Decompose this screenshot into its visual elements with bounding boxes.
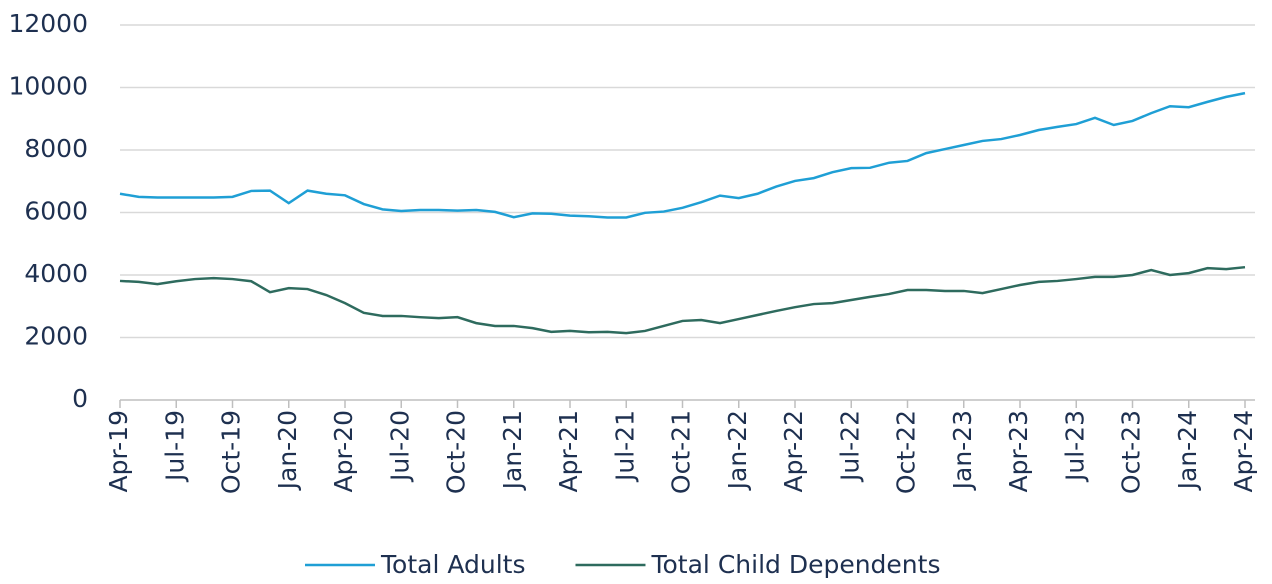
x-tick-label: Oct-20 bbox=[442, 410, 471, 494]
x-tick-label: Jan-24 bbox=[1173, 410, 1202, 491]
x-tick-label: Oct-21 bbox=[667, 410, 696, 494]
y-tick-label: 6000 bbox=[24, 197, 88, 226]
x-tick-label: Apr-22 bbox=[779, 410, 808, 492]
series-line bbox=[119, 91, 1246, 219]
x-tick-label: Oct-22 bbox=[892, 410, 921, 494]
x-tick-label: Oct-19 bbox=[217, 410, 246, 494]
x-tick-label: Jan-23 bbox=[948, 410, 977, 491]
y-tick-label: 2000 bbox=[24, 322, 88, 351]
legend-label: Total Adults bbox=[380, 550, 525, 579]
y-tick-label: 0 bbox=[72, 384, 88, 413]
x-tick-label: Jul-22 bbox=[835, 410, 864, 483]
x-tick-label: Apr-23 bbox=[1004, 410, 1033, 492]
x-tick-label: Oct-23 bbox=[1117, 410, 1146, 494]
x-tick-label: Jan-21 bbox=[498, 410, 527, 491]
x-tick-label: Apr-21 bbox=[554, 410, 583, 492]
x-tick-label: Jul-23 bbox=[1060, 410, 1089, 483]
y-tick-label: 8000 bbox=[24, 134, 88, 163]
y-tick-label: 4000 bbox=[24, 259, 88, 288]
x-tick-label: Apr-19 bbox=[104, 410, 133, 492]
legend-label: Total Child Dependents bbox=[650, 550, 940, 579]
x-tick-label: Jan-22 bbox=[723, 410, 752, 491]
x-tick-label: Apr-24 bbox=[1229, 410, 1258, 492]
x-tick-label: Jan-20 bbox=[273, 410, 302, 491]
x-tick-label: Jul-19 bbox=[160, 410, 189, 483]
y-tick-label: 12000 bbox=[8, 9, 88, 38]
x-tick-label: Jul-21 bbox=[610, 410, 639, 483]
series-line bbox=[119, 265, 1246, 335]
y-tick-label: 10000 bbox=[8, 72, 88, 101]
x-tick-label: Jul-20 bbox=[385, 410, 414, 483]
x-tick-label: Apr-20 bbox=[329, 410, 358, 492]
